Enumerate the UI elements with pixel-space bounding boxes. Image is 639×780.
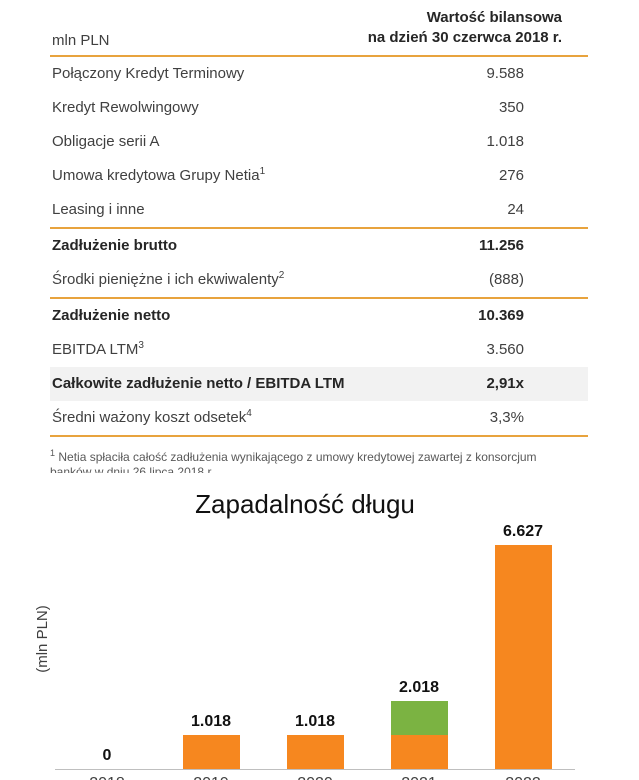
row-value: 1.018 <box>486 133 524 150</box>
row-label: Obligacje serii A <box>52 133 160 150</box>
table-row: Zadłużenie brutto 11.256 <box>50 229 588 263</box>
row-label: Środki pieniężne i ich ekwiwalenty2 <box>52 270 285 289</box>
table-header-line2: na dzień 30 czerwca 2018 r. <box>367 29 562 47</box>
table-row: Umowa kredytowa Grupy Netia1 276 <box>50 159 588 193</box>
table-header: mln PLN Wartość bilansowa na dzień 30 cz… <box>50 0 588 57</box>
row-label: Całkowite zadłużenie netto / EBITDA LTM <box>52 375 345 392</box>
bar-column: 1.018 <box>159 529 263 769</box>
row-label: Średni ważony koszt odsetek4 <box>52 408 252 427</box>
chart-title: Zapadalność długu <box>195 489 415 519</box>
footnote: 1 Netia spłaciła całość zadłużenia wynik… <box>50 446 588 473</box>
bar-segment-obligacje <box>390 701 448 735</box>
bar-segment-sfa <box>494 545 552 769</box>
row-value: 3.560 <box>486 341 524 358</box>
bar-total-label: 0 <box>102 747 112 764</box>
bar-stack <box>494 545 552 769</box>
row-value: 3,3% <box>489 409 524 426</box>
table-row: Zadłużenie netto 10.369 <box>50 299 588 333</box>
bar-segment-sfa <box>390 735 448 769</box>
row-value: (888) <box>488 271 524 288</box>
table-header-unit: mln PLN <box>52 31 110 49</box>
row-value: 276 <box>498 167 524 184</box>
table-row: Środki pieniężne i ich ekwiwalenty2 (888) <box>50 263 588 299</box>
bar-segment-sfa <box>286 735 344 769</box>
x-axis-tick-label: 2020 <box>263 775 367 780</box>
row-value: 9.588 <box>486 65 524 82</box>
x-axis-labels: 20182019202020212022 <box>55 775 575 780</box>
bar-total-label: 2.018 <box>398 679 440 696</box>
bar-column: 2.018 <box>367 529 471 769</box>
footnote-line2: banków w dniu 26 lipca 2018 r. <box>50 464 215 473</box>
x-axis-tick-label: 2022 <box>471 775 575 780</box>
table-row: Obligacje serii A 1.018 <box>50 125 588 159</box>
footnote-line1: Netia spłaciła całość zadłużenia wynikaj… <box>55 449 537 464</box>
bar-column: 6.627 <box>471 523 575 769</box>
bar-total-label: 1.018 <box>294 713 336 730</box>
bar-stack <box>390 701 448 769</box>
bar-segment-sfa <box>182 735 240 769</box>
plot-area: 0 1.018 1.018 2.018 6.627 <box>55 523 575 770</box>
x-axis-tick-label: 2021 <box>367 775 471 780</box>
table-row: Całkowite zadłużenie netto / EBITDA LTM 2… <box>50 366 588 401</box>
table-header-balance-date: Wartość bilansowa na dzień 30 czerwca 20… <box>368 8 588 49</box>
table-header-line1: Wartość bilansowa <box>426 9 562 26</box>
row-value: 2,91x <box>486 375 524 392</box>
row-label: Kredyt Rewolwingowy <box>52 99 199 116</box>
debt-maturity-chart: Zapadalność długu (mln PLN) 0 1.018 1.018 2… <box>0 483 639 780</box>
bar-column: 1.018 <box>263 529 367 769</box>
table-rows: Połączony Kredyt Terminowy 9.588 Kredyt Re… <box>50 57 588 437</box>
table-row: EBITDA LTM3 3.560 <box>50 333 588 367</box>
row-value: 350 <box>498 99 524 116</box>
bar-stack <box>182 735 240 769</box>
table-row: Średni ważony koszt odsetek4 3,3% <box>50 401 588 437</box>
bar-column: 0 <box>55 529 159 769</box>
x-axis-tick-label: 2018 <box>55 775 159 780</box>
table-row: Kredyt Rewolwingowy 350 <box>50 91 588 125</box>
row-label: Połączony Kredyt Terminowy <box>52 65 245 82</box>
row-value: 24 <box>507 201 524 218</box>
table-row: Połączony Kredyt Terminowy 9.588 <box>50 57 588 91</box>
y-axis-label: (mln PLN) <box>34 605 51 673</box>
bar-total-label: 6.627 <box>502 523 544 540</box>
row-value: 10.369 <box>478 307 524 324</box>
row-label: Leasing i inne <box>52 201 145 218</box>
debt-table: mln PLN Wartość bilansowa na dzień 30 cz… <box>50 0 588 473</box>
row-label: Zadłużenie brutto <box>52 237 177 254</box>
table-row: Leasing i inne 24 <box>50 193 588 229</box>
bar-total-label: 1.018 <box>190 713 232 730</box>
x-axis-tick-label: 2019 <box>159 775 263 780</box>
row-label: EBITDA LTM3 <box>52 340 144 359</box>
row-value: 11.256 <box>478 237 524 254</box>
footnote-sup: 1 <box>50 447 56 458</box>
row-label: Zadłużenie netto <box>52 307 171 324</box>
row-label: Umowa kredytowa Grupy Netia1 <box>52 166 266 185</box>
bar-stack <box>286 735 344 769</box>
